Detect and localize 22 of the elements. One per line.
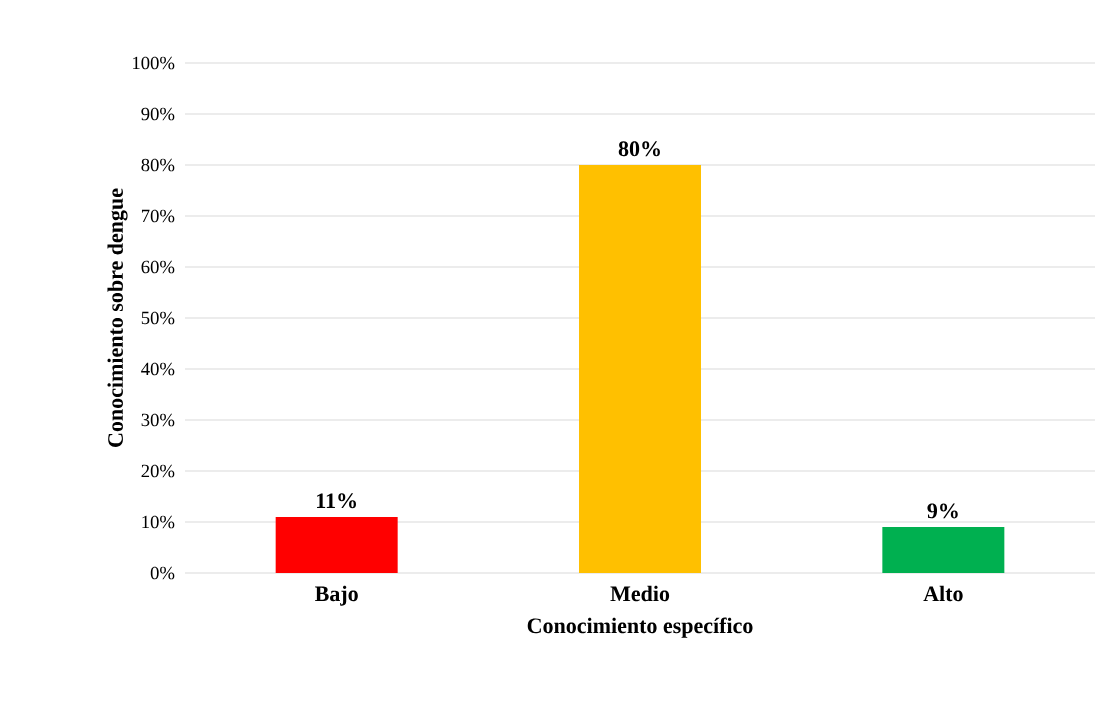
y-tick-label: 50% [141, 311, 175, 325]
y-axis-title: Conocimiento sobre dengue [107, 188, 128, 447]
bar [275, 516, 398, 573]
x-tick-label: Alto [923, 585, 963, 602]
x-tick-label: Bajo [315, 585, 358, 606]
y-tick-label: 0% [150, 566, 175, 580]
y-tick-label: 80% [141, 158, 175, 172]
y-tick-label: 100% [133, 56, 175, 70]
y-tick-label: 60% [141, 260, 175, 274]
y-tick-label: 20% [141, 464, 175, 478]
y-tick-label: 90% [141, 107, 175, 121]
bar [579, 164, 702, 573]
y-tick-label: 30% [141, 413, 175, 427]
x-tick-label: Medio [610, 585, 670, 602]
y-tick-label: 10% [142, 515, 175, 529]
data-label: 9% [927, 503, 958, 519]
data-label: 11% [317, 493, 356, 509]
data-label: 80% [618, 141, 660, 157]
x-axis-title: Conocimiento específico [527, 617, 753, 638]
y-tick-label: 70% [141, 209, 175, 223]
y-tick-label: 40% [141, 362, 175, 376]
bar [882, 527, 1005, 573]
